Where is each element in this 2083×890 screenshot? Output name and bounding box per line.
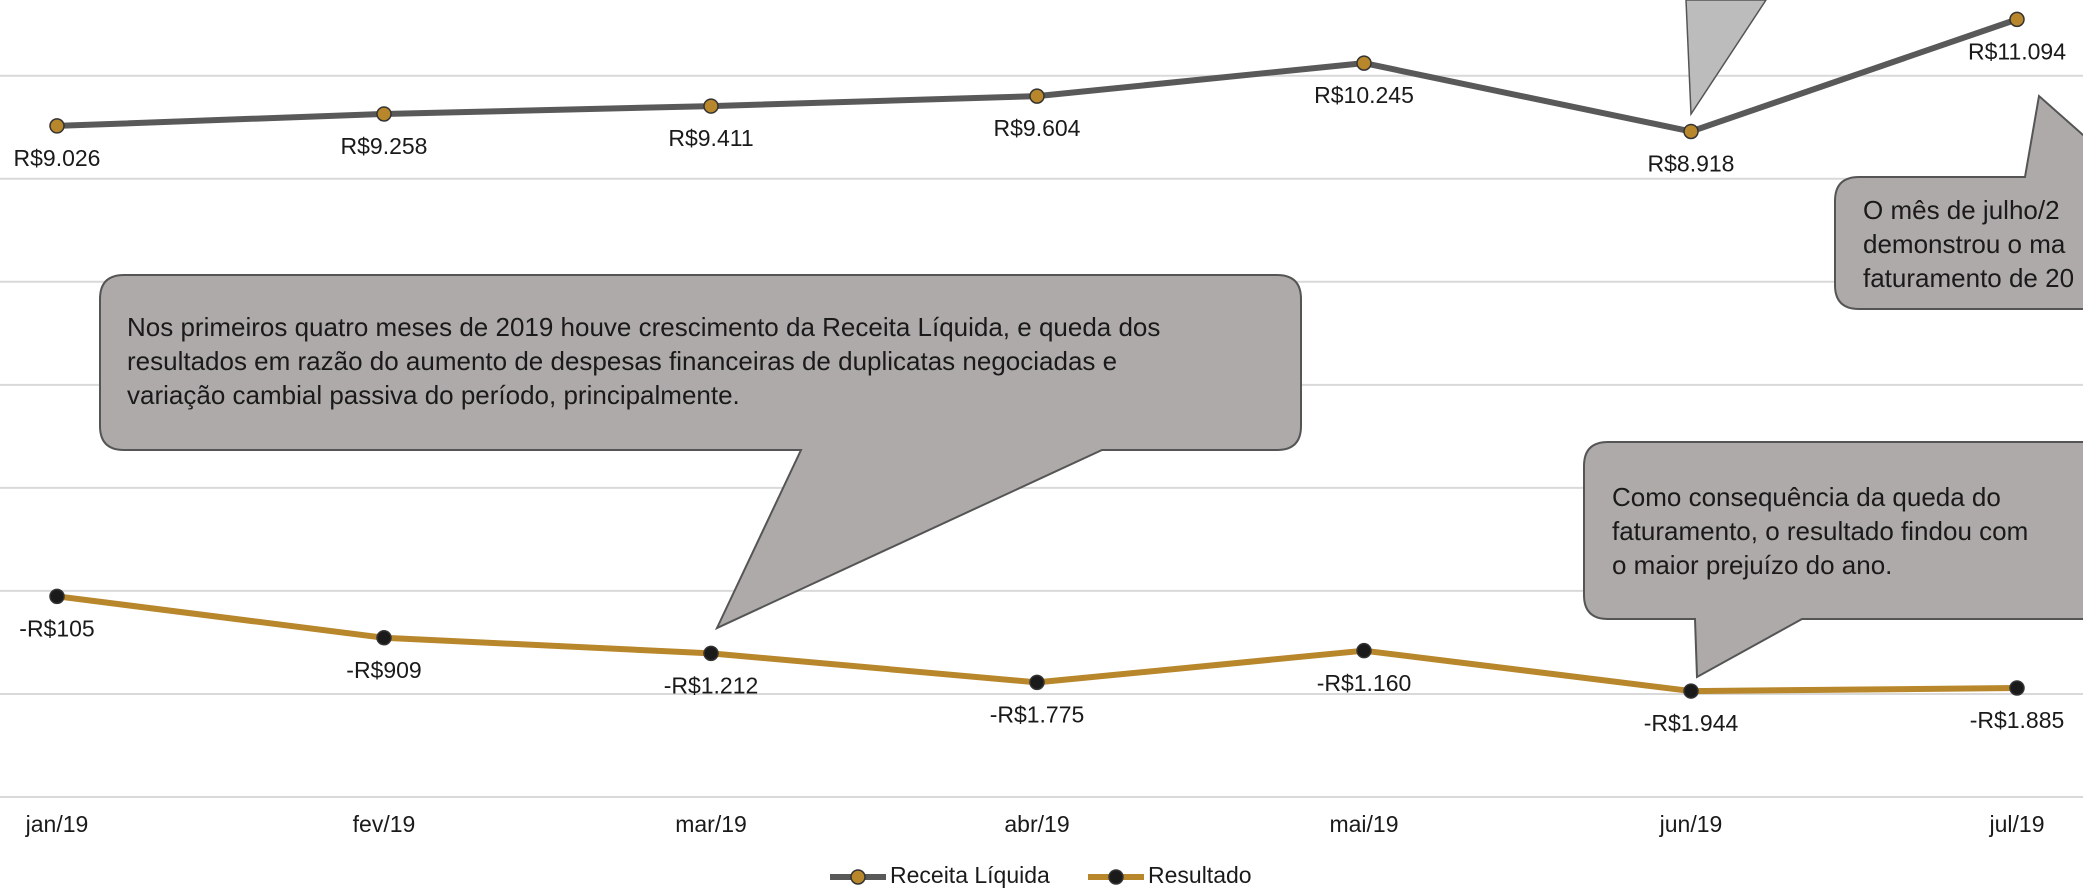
data-label: R$9.411 xyxy=(668,125,753,151)
annotation: demonstrou o ma xyxy=(1863,229,2066,259)
data-point xyxy=(1029,88,1045,104)
data-label: R$9.026 xyxy=(14,145,101,171)
data-point xyxy=(376,630,392,646)
annotation: variação cambial passiva do período, pri… xyxy=(127,380,740,410)
callout-box xyxy=(1834,94,2083,310)
legend-marker xyxy=(1108,869,1124,885)
annotation: o maior prejuízo do ano. xyxy=(1612,550,1892,580)
data-label: R$9.258 xyxy=(341,133,428,159)
data-point xyxy=(1356,642,1372,659)
data-point xyxy=(49,588,65,605)
x-tick-label: abr/19 xyxy=(1004,811,1069,837)
data-point xyxy=(2009,680,2025,696)
data-label: R$11.094 xyxy=(1968,38,2066,64)
annotation: Nos primeiros quatro meses de 2019 houve… xyxy=(127,312,1160,342)
data-label: R$9.604 xyxy=(994,115,1081,141)
data-point xyxy=(1356,55,1372,71)
x-tick-label: fev/19 xyxy=(353,811,416,837)
annotation: faturamento de 20 xyxy=(1863,263,2074,293)
legend-marker xyxy=(850,869,866,885)
data-point xyxy=(1683,123,1699,140)
x-tick-label: jul/19 xyxy=(1989,811,2045,837)
legend-label: Resultado xyxy=(1148,862,1252,888)
data-label: -R$909 xyxy=(346,657,421,683)
data-point xyxy=(703,645,719,662)
x-tick-label: mar/19 xyxy=(675,811,747,837)
notes: Nos primeiros quatro meses de 2019 houve… xyxy=(127,195,2074,580)
x-tick-label: mai/19 xyxy=(1329,811,1398,837)
data-point xyxy=(1029,674,1045,691)
data-label: -R$105 xyxy=(19,615,94,641)
callout-box xyxy=(1583,441,2083,679)
data-point xyxy=(2009,11,2025,28)
annotation: faturamento, o resultado findou com xyxy=(1612,516,2028,546)
annotation: resultados em razão do aumento de despes… xyxy=(127,346,1117,376)
plot: R$9.026 R$9.258 R$9.411 R$9.604 R$10.245 R$8.… xyxy=(14,11,2066,736)
data-label: -R$1.885 xyxy=(1970,707,2065,733)
data-label: R$8.918 xyxy=(1648,151,1735,177)
data-label: -R$1.160 xyxy=(1317,670,1412,696)
annotation: O mês de julho/2 xyxy=(1863,195,2060,225)
data-label: R$10.245 xyxy=(1314,82,1414,108)
data-point xyxy=(49,118,65,134)
data-label: -R$1.775 xyxy=(990,701,1085,727)
data-point xyxy=(703,98,719,114)
callout-box xyxy=(99,274,1302,631)
callouts xyxy=(99,0,2083,679)
data-point xyxy=(1683,683,1699,699)
x-tick-label: jan/19 xyxy=(25,811,89,837)
x-tick-label: jun/19 xyxy=(1659,811,1723,837)
legend-label: Receita Líquida xyxy=(890,862,1050,888)
data-label: -R$1.212 xyxy=(664,672,759,698)
data-label: -R$1.944 xyxy=(1644,710,1739,736)
callout-pointer xyxy=(1685,0,1767,117)
annotation: Como consequência da queda do xyxy=(1612,482,2001,512)
data-point xyxy=(376,106,392,122)
